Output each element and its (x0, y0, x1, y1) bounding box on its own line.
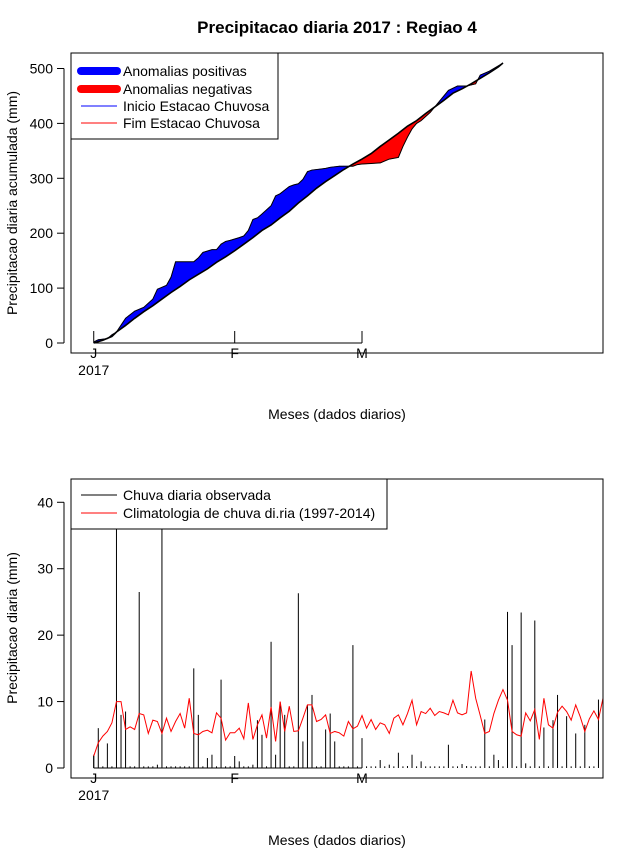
x-tick-label: F (230, 345, 239, 361)
y-tick-label: 300 (30, 170, 54, 186)
series-lines (93, 62, 504, 344)
x-tick-sublabel: 2017 (78, 787, 109, 803)
y-tick-label: 200 (30, 225, 54, 241)
y-tick-label: 0 (45, 335, 53, 351)
negative-anomaly-area (398, 129, 404, 158)
x-tick-label: M (356, 345, 368, 361)
legend-box (70, 478, 388, 530)
x-tick-label: J (90, 770, 97, 786)
y-tick-label: 0 (45, 760, 53, 776)
y-axis: 0 100 200 300 400 500 (30, 60, 65, 351)
climatology-line (93, 670, 604, 757)
y-tick-label: 40 (37, 494, 53, 510)
positive-anomaly-area (170, 261, 176, 294)
plot-frame (70, 52, 604, 354)
climatology-cumulative-line (93, 62, 504, 344)
y-tick-label: 500 (30, 60, 54, 76)
x-tick-sublabel: 2017 (78, 362, 109, 378)
y-axis-label: Precipitacao diaria acumulada (mm) (4, 91, 20, 315)
x-axis-label: Meses (dados diarios) (268, 832, 406, 848)
y-tick-label: 100 (30, 280, 54, 296)
positive-anomaly-area (125, 310, 135, 327)
legend: Anomalias positivas Anomalias negativas … (70, 52, 279, 140)
y-tick-label: 400 (30, 115, 54, 131)
legend-label-positive: Anomalias positivas (123, 63, 247, 79)
cumulative-rainfall-chart: Precipitacao diaria 2017 : Regiao 4 0 100… (4, 18, 604, 422)
legend: Chuva diaria observada Climatologia de c… (70, 478, 388, 530)
legend-label-climatology: Climatologia de chuva di.ria (1997-2014) (123, 505, 375, 521)
y-tick-label: 10 (37, 694, 53, 710)
chart-title: Precipitacao diaria 2017 : Regiao 4 (197, 18, 477, 37)
x-tick-label: F (230, 770, 239, 786)
x-axis-label: Meses (dados diarios) (268, 406, 406, 422)
legend-label-start: Inicio Estacao Chuvosa (123, 98, 270, 114)
positive-anomaly-area (275, 193, 281, 223)
y-axis: 0 10 20 30 40 (37, 494, 65, 776)
y-tick-label: 30 (37, 561, 53, 577)
y-tick-label: 20 (37, 627, 53, 643)
legend-label-observed: Chuva diaria observada (123, 487, 271, 503)
legend-label-negative: Anomalias negativas (123, 81, 252, 97)
climatology-daily-line (93, 670, 604, 757)
legend-label-end: Fim Estacao Chuvosa (123, 115, 260, 131)
daily-rain-bars (93, 528, 604, 768)
positive-anomaly-area (175, 261, 181, 291)
observed-cumulative-line (93, 62, 504, 343)
y-axis-label: Precipitacao diaria (mm) (4, 552, 20, 704)
negative-anomaly-area (370, 145, 381, 164)
x-tick-label: M (356, 770, 368, 786)
x-tick-label: J (90, 345, 97, 361)
